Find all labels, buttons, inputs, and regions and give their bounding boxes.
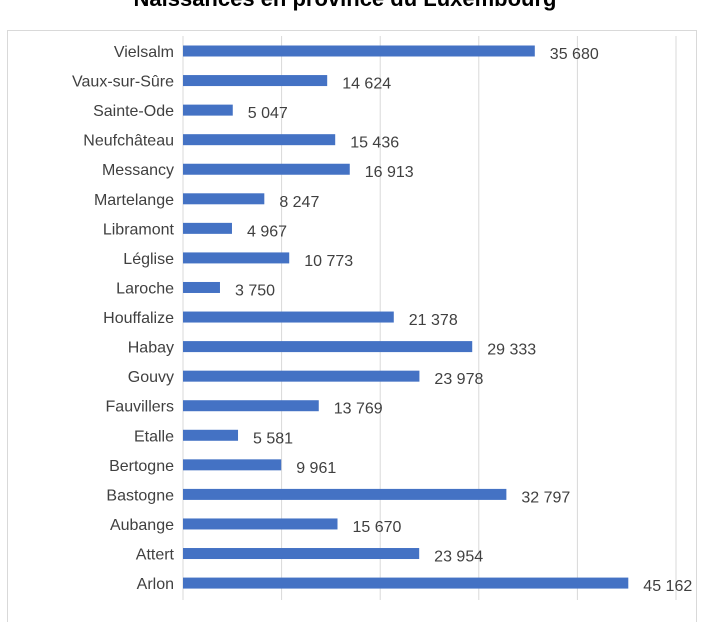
y-tick-label: Léglise: [123, 251, 174, 268]
bar: [183, 577, 629, 589]
data-label: 23 978: [434, 371, 483, 388]
data-label: 29 333: [487, 342, 536, 359]
y-tick-label: Messancy: [102, 162, 174, 179]
y-tick-label: Bastogne: [106, 487, 174, 504]
chart-frame: [7, 30, 697, 622]
data-label: 9 961: [296, 460, 336, 477]
bar: [183, 45, 535, 57]
data-label: 5 047: [248, 105, 288, 122]
bar: [183, 193, 265, 205]
data-label: 13 769: [334, 401, 383, 418]
y-tick-label: Neufchâteau: [83, 133, 174, 150]
data-label: 10 773: [304, 253, 353, 270]
y-tick-label: Houffalize: [103, 310, 174, 327]
data-label: 16 913: [365, 164, 414, 181]
y-tick-label: Aubange: [110, 517, 174, 534]
y-tick-label: Arlon: [137, 576, 174, 593]
chart-title: Naissances en province du Luxembourg: [133, 0, 556, 11]
y-tick-label: Vaux-sur-Sûre: [72, 74, 174, 91]
y-tick-label: Bertogne: [109, 458, 174, 475]
data-label: 15 670: [353, 519, 402, 536]
data-label: 45 162: [643, 578, 692, 595]
y-tick-label: Gouvy: [128, 369, 174, 386]
data-label: 35 680: [550, 46, 599, 63]
bar: [183, 134, 336, 146]
y-tick-label: Laroche: [116, 280, 174, 297]
data-label: 23 954: [434, 549, 483, 566]
bar: [183, 459, 282, 471]
y-tick-label: Vielsalm: [114, 44, 174, 61]
bar: [183, 429, 239, 441]
bar: [183, 370, 420, 382]
data-label: 5 581: [253, 430, 293, 447]
bar: [183, 400, 319, 412]
bar: [183, 548, 420, 560]
y-tick-label: Fauvillers: [106, 399, 174, 416]
data-label: 4 967: [247, 223, 287, 240]
bar: [183, 311, 394, 323]
y-tick-label: Libramont: [103, 221, 175, 238]
y-tick-label: Sainte-Ode: [93, 103, 174, 120]
bar: [183, 488, 507, 500]
y-tick-label: Etalle: [134, 428, 174, 445]
bar: [183, 518, 338, 530]
bar: [183, 75, 328, 87]
data-label: 21 378: [409, 312, 458, 329]
bar: [183, 163, 350, 175]
bar: [183, 222, 232, 234]
data-label: 3 750: [235, 282, 275, 299]
y-tick-label: Martelange: [94, 192, 174, 209]
y-tick-label: Attert: [136, 547, 175, 564]
bar: [183, 281, 220, 293]
bar: [183, 341, 473, 353]
bar: [183, 252, 290, 264]
bar: [183, 104, 233, 116]
y-tick-label: Habay: [128, 340, 174, 357]
data-label: 8 247: [279, 194, 319, 211]
data-label: 14 624: [342, 76, 391, 93]
data-label: 32 797: [521, 489, 570, 506]
data-label: 15 436: [350, 135, 399, 152]
